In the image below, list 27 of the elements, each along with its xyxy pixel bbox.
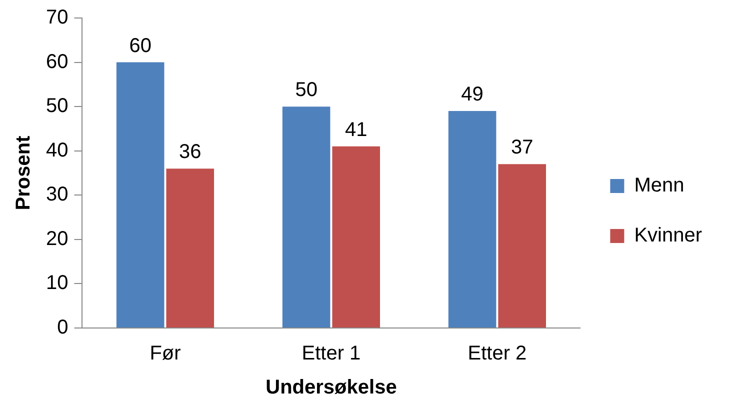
y-tick-label: 60 [46, 50, 68, 73]
legend-label: Kvinner [634, 224, 702, 247]
x-tick-label: Før [150, 342, 182, 365]
y-tick-label: 10 [46, 272, 68, 294]
bar [332, 146, 380, 328]
y-tick-label: 0 [57, 316, 68, 339]
legend-label: Menn [634, 174, 684, 197]
bar [166, 168, 214, 328]
y-tick-label: 40 [46, 139, 68, 162]
data-label: 49 [461, 84, 484, 106]
data-label: 37 [510, 136, 534, 159]
y-tick-label: 70 [46, 6, 68, 29]
data-label: 50 [295, 79, 318, 102]
y-tick-label: 30 [46, 184, 68, 206]
x-tick-label: Etter 1 [302, 342, 361, 365]
x-axis-title: Undersøkelse [266, 376, 397, 399]
y-tick-label: 50 [46, 95, 68, 118]
y-axis-title: Prosent [12, 135, 35, 210]
bar [282, 106, 330, 328]
x-tick-label: Etter 2 [468, 342, 527, 365]
data-label: 36 [179, 141, 202, 164]
bar [448, 111, 496, 328]
data-label: 60 [129, 34, 152, 57]
bar [498, 164, 546, 328]
data-label: 41 [344, 118, 368, 141]
bar [116, 62, 164, 328]
y-tick-label: 20 [46, 228, 68, 250]
